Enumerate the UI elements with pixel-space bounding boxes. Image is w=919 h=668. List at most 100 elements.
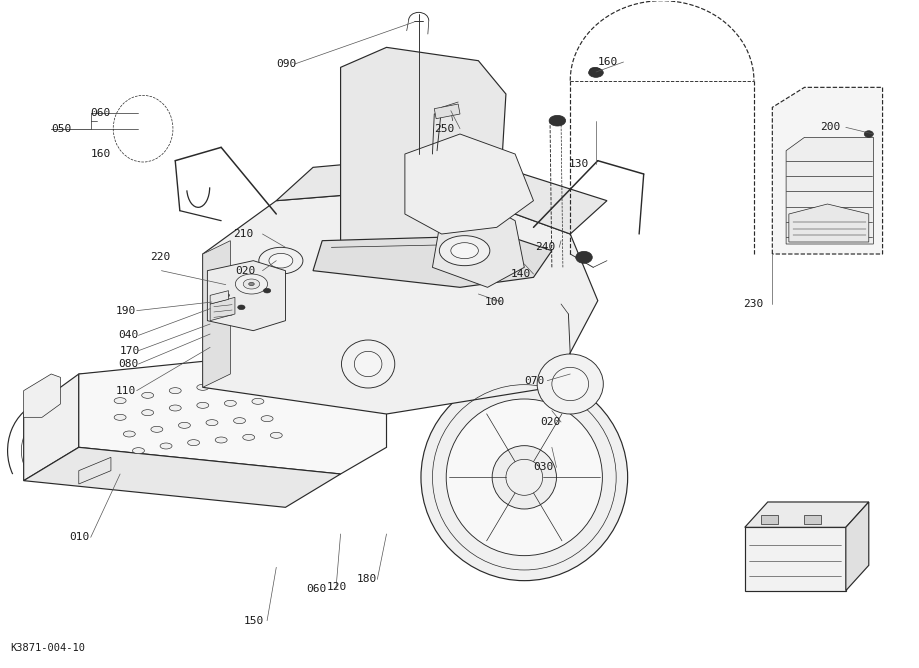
Ellipse shape xyxy=(178,422,190,428)
Polygon shape xyxy=(803,515,820,524)
Polygon shape xyxy=(202,187,597,414)
Ellipse shape xyxy=(215,437,227,443)
Ellipse shape xyxy=(263,289,270,293)
Ellipse shape xyxy=(446,399,602,556)
Text: 240: 240 xyxy=(535,242,555,253)
Text: 140: 140 xyxy=(510,269,530,279)
Circle shape xyxy=(380,312,391,320)
Text: 100: 100 xyxy=(484,297,505,307)
Polygon shape xyxy=(312,235,551,287)
Polygon shape xyxy=(744,502,868,527)
Polygon shape xyxy=(404,134,533,234)
Ellipse shape xyxy=(589,67,600,74)
Text: 160: 160 xyxy=(597,57,618,67)
Polygon shape xyxy=(79,424,125,464)
Ellipse shape xyxy=(197,384,209,390)
Ellipse shape xyxy=(114,397,126,403)
Polygon shape xyxy=(744,527,845,591)
Ellipse shape xyxy=(169,405,181,411)
Ellipse shape xyxy=(187,440,199,446)
Ellipse shape xyxy=(549,116,565,126)
Ellipse shape xyxy=(258,247,302,274)
Text: 030: 030 xyxy=(533,462,553,472)
Text: 020: 020 xyxy=(234,266,255,276)
Ellipse shape xyxy=(237,305,244,310)
Ellipse shape xyxy=(341,340,394,388)
Polygon shape xyxy=(211,314,285,345)
Polygon shape xyxy=(434,104,460,119)
Text: 080: 080 xyxy=(119,359,139,369)
Ellipse shape xyxy=(224,381,236,387)
Ellipse shape xyxy=(492,446,556,509)
Polygon shape xyxy=(785,138,872,244)
Ellipse shape xyxy=(505,460,542,495)
Polygon shape xyxy=(788,204,868,242)
Ellipse shape xyxy=(421,374,627,580)
Ellipse shape xyxy=(169,387,181,393)
Ellipse shape xyxy=(243,434,255,440)
Ellipse shape xyxy=(160,443,172,449)
Text: 160: 160 xyxy=(91,149,111,159)
Ellipse shape xyxy=(439,236,489,266)
Ellipse shape xyxy=(252,398,264,404)
Polygon shape xyxy=(24,448,340,507)
Text: 050: 050 xyxy=(51,124,72,134)
Circle shape xyxy=(353,315,364,323)
Ellipse shape xyxy=(197,402,209,408)
Circle shape xyxy=(390,323,401,331)
Ellipse shape xyxy=(243,279,259,289)
Text: 090: 090 xyxy=(276,59,296,69)
Ellipse shape xyxy=(261,415,273,422)
Circle shape xyxy=(417,321,428,329)
Ellipse shape xyxy=(123,431,135,437)
Ellipse shape xyxy=(537,354,603,414)
Polygon shape xyxy=(340,47,505,267)
Text: 070: 070 xyxy=(524,375,544,385)
Polygon shape xyxy=(460,334,551,387)
Polygon shape xyxy=(210,297,234,321)
Ellipse shape xyxy=(151,426,163,432)
Ellipse shape xyxy=(450,242,478,259)
Text: 220: 220 xyxy=(151,253,171,263)
Polygon shape xyxy=(276,154,607,234)
Ellipse shape xyxy=(268,253,292,268)
Ellipse shape xyxy=(142,392,153,398)
Text: 250: 250 xyxy=(434,124,454,134)
Ellipse shape xyxy=(588,68,603,77)
Text: 040: 040 xyxy=(119,331,139,340)
Polygon shape xyxy=(202,240,230,387)
Ellipse shape xyxy=(206,420,218,426)
Circle shape xyxy=(408,310,419,318)
Polygon shape xyxy=(207,261,285,331)
Polygon shape xyxy=(294,281,478,361)
Ellipse shape xyxy=(132,448,144,454)
Ellipse shape xyxy=(114,414,126,420)
Ellipse shape xyxy=(863,131,872,138)
Ellipse shape xyxy=(575,251,592,263)
Text: 020: 020 xyxy=(539,417,560,427)
Text: 060: 060 xyxy=(91,108,111,118)
Text: 060: 060 xyxy=(306,584,326,594)
Text: 010: 010 xyxy=(70,532,90,542)
Text: 210: 210 xyxy=(233,229,253,239)
Polygon shape xyxy=(432,200,524,287)
Ellipse shape xyxy=(142,409,153,415)
Polygon shape xyxy=(79,458,111,484)
Ellipse shape xyxy=(551,367,588,401)
Text: 190: 190 xyxy=(116,306,136,316)
Text: K3871-004-10: K3871-004-10 xyxy=(10,643,85,653)
Ellipse shape xyxy=(221,293,229,298)
Ellipse shape xyxy=(224,400,236,406)
Text: 130: 130 xyxy=(568,159,588,169)
Text: 180: 180 xyxy=(357,574,377,584)
Ellipse shape xyxy=(235,274,267,294)
Ellipse shape xyxy=(252,379,264,385)
Circle shape xyxy=(335,331,346,339)
Text: 170: 170 xyxy=(120,345,141,355)
Ellipse shape xyxy=(248,283,254,286)
Polygon shape xyxy=(24,374,61,418)
Circle shape xyxy=(362,327,373,335)
Polygon shape xyxy=(79,347,386,474)
Text: 150: 150 xyxy=(244,616,264,626)
Polygon shape xyxy=(79,371,125,428)
